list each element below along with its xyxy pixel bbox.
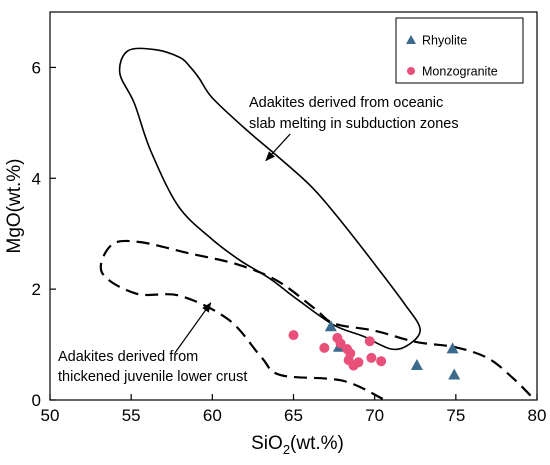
rhyolite-point: [324, 320, 337, 332]
legend-circle-marker: [407, 67, 415, 75]
rhyolite-point: [410, 359, 423, 371]
x-tick-label: 65: [284, 406, 303, 425]
x-axis-title: SiO2(wt.%): [251, 433, 344, 457]
slab-melt-adakite-field-boundary: [118, 47, 421, 351]
monzogranite-point: [345, 348, 356, 359]
monzogranite-point: [288, 330, 299, 341]
x-tick-label: 55: [122, 406, 141, 425]
legend-label: Monzogranite: [422, 65, 498, 79]
monzogranite-point: [376, 356, 387, 367]
annotation-text-line: slab melting in subduction zones: [249, 116, 459, 132]
monzogranite-point: [335, 338, 346, 349]
y-axis-title: MgO(wt.%): [4, 159, 25, 254]
annotation-arrow: [265, 133, 291, 162]
data-points-layer: [288, 320, 461, 380]
x-tick-label: 75: [446, 406, 465, 425]
axes-layer: 50 55 60 65 70 75 80 0 2 4 6 SiO2(wt.%) MgO(wt.%): [4, 58, 546, 457]
legend-label: Rhyolite: [422, 34, 467, 48]
monzogranite-point: [366, 352, 377, 363]
annotation-text-line: thickened juvenile lower crust: [58, 369, 247, 385]
x-tick-label: 50: [41, 406, 60, 425]
x-tick-label: 70: [365, 406, 384, 425]
x-tick-label: 80: [528, 406, 547, 425]
monzogranite-point: [353, 357, 364, 368]
annotation-text-line: Adakites derived from: [58, 349, 198, 365]
y-tick-label: 0: [32, 391, 41, 410]
annotation-text-line: Adakites derived from oceanic: [249, 95, 443, 111]
legend-triangle-marker: [406, 35, 416, 44]
rhyolite-point: [448, 368, 461, 380]
regions-layer: [99, 47, 533, 400]
x-tick-label: 60: [203, 406, 222, 425]
monzogranite-point: [319, 342, 330, 353]
annotations-layer: Adakites derived from oceanic slab meltin…: [58, 95, 459, 385]
monzogranite-point: [364, 336, 375, 347]
annotation-arrow: [174, 302, 212, 354]
legend: Rhyolite Monzogranite: [395, 17, 524, 84]
rhyolite-point: [446, 342, 459, 354]
lower-crust-adakite-field-boundary: [99, 239, 533, 400]
y-tick-label: 4: [32, 169, 41, 188]
y-tick-label: 2: [32, 280, 41, 299]
legend-box: [395, 17, 524, 84]
y-tick-label: 6: [32, 58, 41, 77]
